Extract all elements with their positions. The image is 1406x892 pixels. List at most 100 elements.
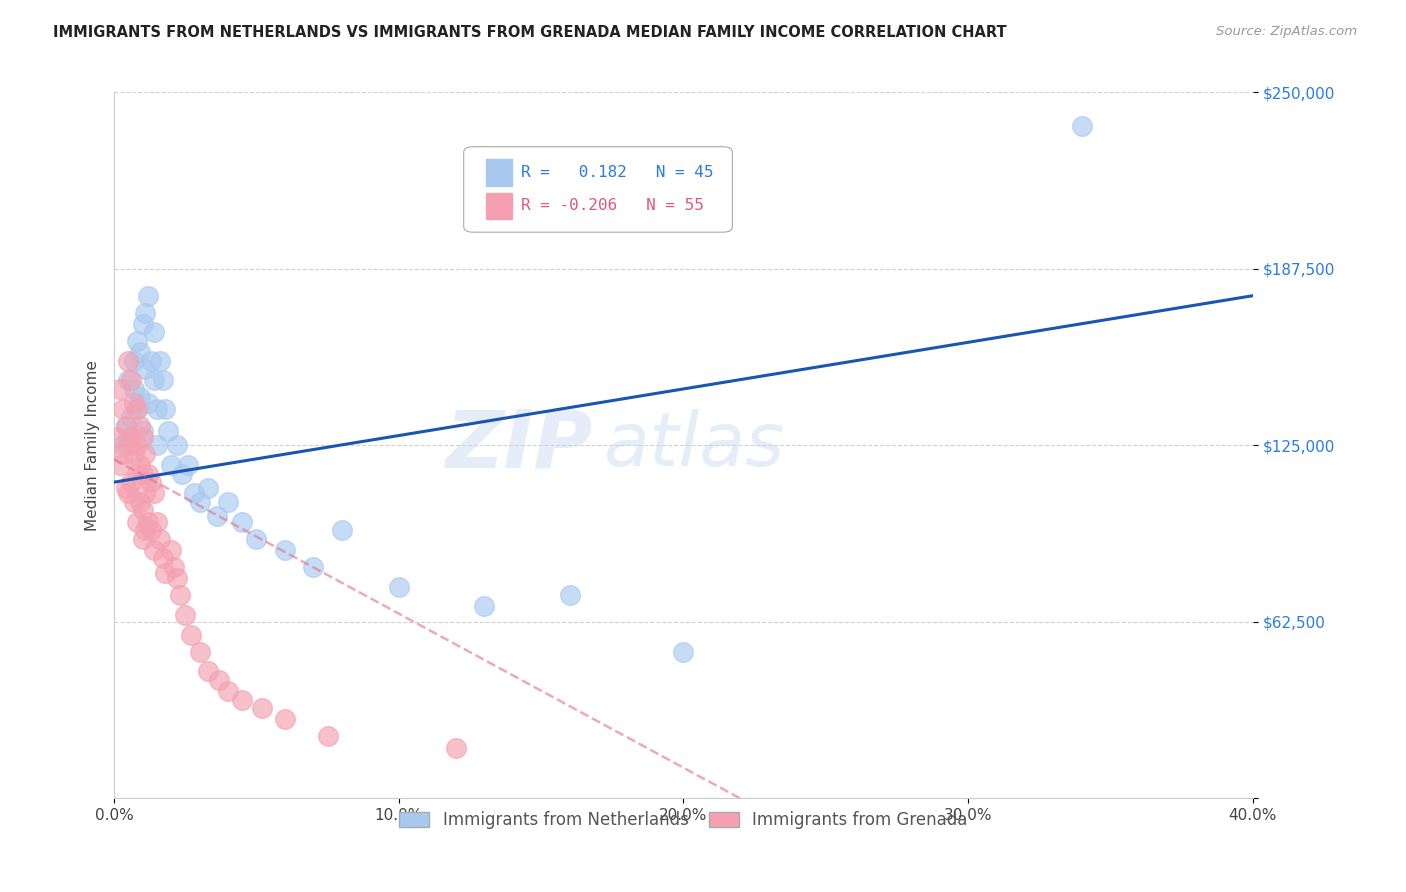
Point <box>274 543 297 558</box>
Point <box>120 374 142 388</box>
Point <box>122 382 145 396</box>
Point <box>188 645 211 659</box>
Legend: Immigrants from Netherlands, Immigrants from Grenada: Immigrants from Netherlands, Immigrants … <box>399 811 967 829</box>
Y-axis label: Median Family Income: Median Family Income <box>86 360 100 531</box>
Point <box>128 391 150 405</box>
Point <box>117 438 139 452</box>
Point <box>245 532 267 546</box>
Text: ZIP: ZIP <box>444 407 592 484</box>
Point <box>166 438 188 452</box>
Point <box>152 374 174 388</box>
Point <box>141 353 163 368</box>
Point <box>160 543 183 558</box>
Point <box>122 396 145 410</box>
Point <box>141 475 163 490</box>
Point <box>131 467 153 481</box>
Point <box>231 515 253 529</box>
Point <box>217 684 239 698</box>
Point <box>250 701 273 715</box>
Point <box>125 515 148 529</box>
Point <box>197 665 219 679</box>
Point <box>117 486 139 500</box>
Text: IMMIGRANTS FROM NETHERLANDS VS IMMIGRANTS FROM GRENADA MEDIAN FAMILY INCOME CORR: IMMIGRANTS FROM NETHERLANDS VS IMMIGRANT… <box>53 25 1007 40</box>
Point <box>160 458 183 473</box>
Point <box>274 713 297 727</box>
Point <box>117 430 139 444</box>
Point <box>155 401 177 416</box>
Point <box>330 523 353 537</box>
Point <box>141 523 163 537</box>
Point <box>134 447 156 461</box>
Point <box>128 495 150 509</box>
Point <box>128 418 150 433</box>
Point <box>131 425 153 439</box>
Point <box>146 515 169 529</box>
Point <box>134 306 156 320</box>
Point <box>138 467 160 481</box>
Point <box>302 560 325 574</box>
Point <box>177 458 200 473</box>
Point <box>205 509 228 524</box>
Point <box>174 607 197 622</box>
Point <box>120 430 142 444</box>
Point <box>108 458 131 473</box>
Point <box>114 418 136 433</box>
Point <box>672 645 695 659</box>
Point <box>217 495 239 509</box>
Point <box>172 467 194 481</box>
Point <box>134 362 156 376</box>
Point <box>111 401 134 416</box>
Point <box>134 523 156 537</box>
Point <box>117 374 139 388</box>
Text: Source: ZipAtlas.com: Source: ZipAtlas.com <box>1216 25 1357 38</box>
Bar <box>486 160 512 186</box>
Point <box>146 401 169 416</box>
Point <box>122 447 145 461</box>
Point <box>472 599 495 614</box>
Point <box>180 628 202 642</box>
Point <box>149 532 172 546</box>
Point <box>143 486 166 500</box>
Point <box>125 467 148 481</box>
Point <box>120 410 142 425</box>
Point <box>125 334 148 348</box>
Point <box>183 486 205 500</box>
Point <box>131 430 153 444</box>
Point <box>138 289 160 303</box>
Point <box>1070 120 1092 134</box>
Point <box>163 560 186 574</box>
Point <box>169 588 191 602</box>
Point <box>558 588 581 602</box>
Point <box>149 353 172 368</box>
Point <box>143 543 166 558</box>
Point <box>143 326 166 340</box>
Point <box>128 345 150 359</box>
Point <box>108 382 131 396</box>
Point <box>125 401 148 416</box>
Point <box>131 503 153 517</box>
Point <box>231 692 253 706</box>
Text: R =   0.182   N = 45: R = 0.182 N = 45 <box>520 165 713 179</box>
Point <box>188 495 211 509</box>
Point <box>197 481 219 495</box>
FancyBboxPatch shape <box>464 146 733 232</box>
Point <box>155 566 177 580</box>
Point <box>152 551 174 566</box>
Bar <box>486 193 512 219</box>
Point <box>114 481 136 495</box>
Point <box>105 430 128 444</box>
Point <box>122 353 145 368</box>
Text: R = -0.206   N = 55: R = -0.206 N = 55 <box>520 198 703 213</box>
Point <box>134 486 156 500</box>
Point <box>208 673 231 687</box>
Point <box>157 425 180 439</box>
Point <box>122 495 145 509</box>
Point <box>125 401 148 416</box>
Point <box>138 396 160 410</box>
Point <box>117 353 139 368</box>
Point <box>131 532 153 546</box>
Point <box>114 418 136 433</box>
Point <box>111 447 134 461</box>
Text: atlas: atlas <box>603 409 785 482</box>
Point <box>125 438 148 452</box>
